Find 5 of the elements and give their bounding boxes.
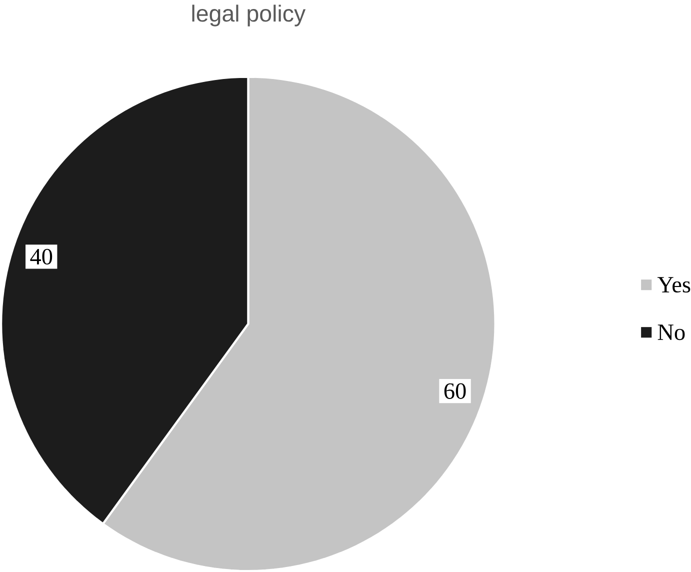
data-label: 40	[30, 248, 52, 264]
data-label: 60	[444, 383, 466, 399]
legend-label: Yes	[657, 277, 690, 292]
legend-label: No	[658, 324, 685, 340]
chart-title: legal policy	[192, 4, 306, 26]
